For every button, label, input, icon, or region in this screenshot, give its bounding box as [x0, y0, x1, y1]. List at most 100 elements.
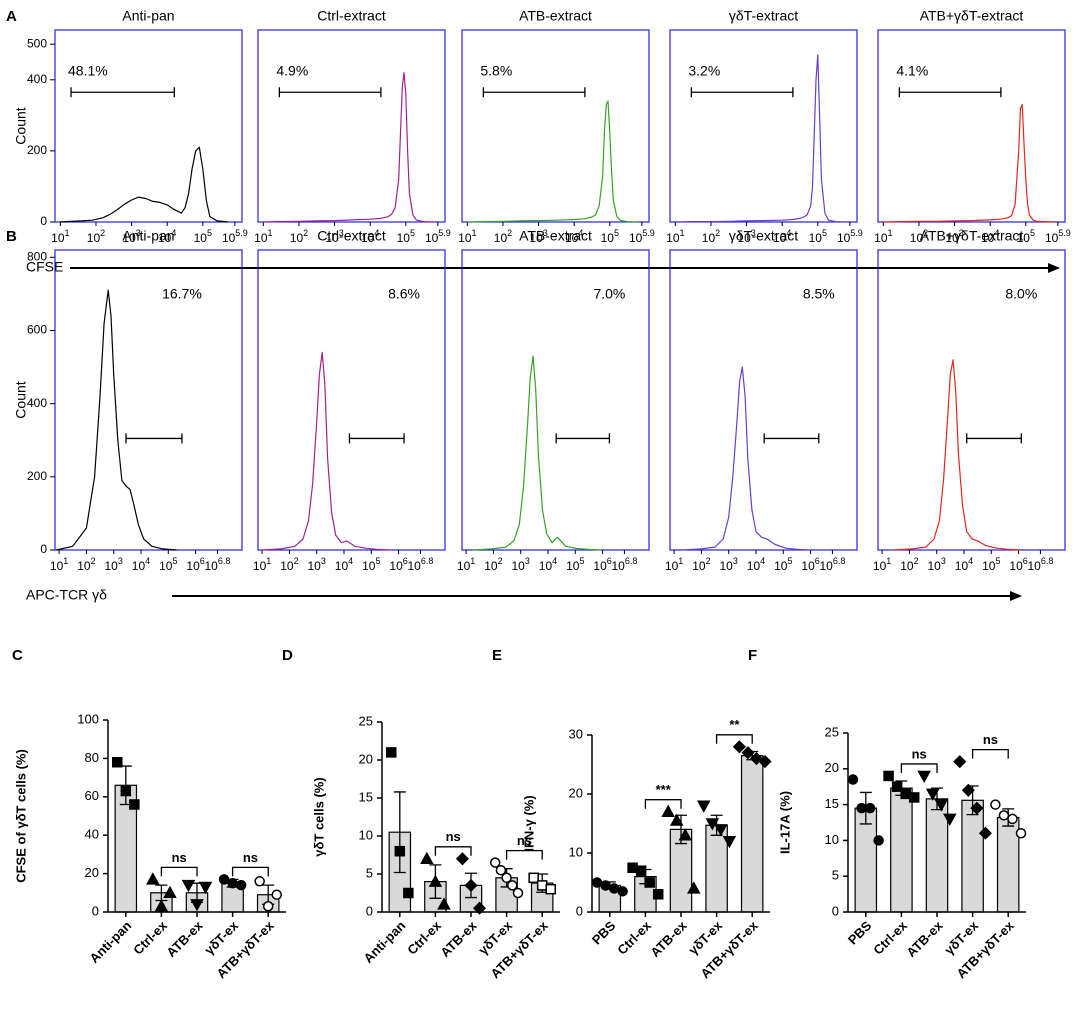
tick-exponent: 6.8: [833, 556, 846, 566]
y-axis-label: IFN-γ (%): [521, 795, 536, 851]
gate-percent: 8.5%: [803, 286, 835, 302]
histogram-line: [262, 351, 391, 551]
significance-bracket: [900, 763, 938, 773]
y-tick-label: 5: [366, 865, 373, 880]
x-tick-label: ATB-ex: [437, 917, 480, 960]
y-axis-label: Count: [13, 381, 29, 418]
tick-exponent: 6: [403, 556, 408, 566]
tick-exponent: 4: [552, 556, 557, 566]
tick-exponent: 6.8: [1041, 556, 1054, 566]
arrow-head: [1048, 263, 1060, 273]
data-point: [455, 852, 470, 866]
x-tick-label: 105: [194, 228, 212, 245]
data-point: [536, 880, 548, 891]
significance-bracket: [971, 748, 1009, 759]
data-point: [437, 897, 451, 910]
tick-exponent: 2: [914, 556, 919, 566]
tick-exponent: 1: [268, 228, 273, 238]
x-tick-label: 106.8: [611, 556, 637, 573]
x-tick-label: 106.8: [204, 556, 230, 573]
y-tick-label: 200: [27, 143, 47, 157]
y-tick-label: 10: [569, 844, 583, 859]
bar: [961, 799, 984, 913]
data-point: [687, 881, 701, 894]
tick-exponent: 5: [207, 228, 212, 238]
data-point: [678, 828, 693, 841]
x-tick-label: 103: [308, 556, 326, 573]
x-tick-label: 105: [397, 228, 415, 245]
data-point: [190, 899, 204, 912]
data-point: [908, 792, 920, 803]
tick-exponent: 2: [498, 556, 503, 566]
panel-title: ATB-extract: [519, 228, 592, 244]
y-tick-label: 15: [825, 796, 839, 811]
gate-bracket: [70, 87, 175, 98]
significance-bracket: [231, 866, 269, 877]
significance-label: **: [729, 717, 740, 732]
tick-exponent: 3: [959, 228, 964, 238]
tick-exponent: 2: [294, 556, 299, 566]
tick-exponent: 3: [339, 228, 344, 238]
data-point: [528, 872, 539, 884]
histogram-line: [883, 104, 1055, 223]
y-tick-label: 400: [27, 396, 47, 410]
gate-percent: 8.6%: [388, 286, 420, 302]
significance-bracket: [160, 866, 198, 877]
data-point: [856, 802, 867, 814]
x-tick-label: PBS: [589, 918, 619, 948]
data-point: [403, 887, 414, 899]
y-tick-label: 0: [366, 903, 373, 918]
data-point: [464, 878, 478, 892]
significance-label: ns: [912, 746, 927, 761]
tick-exponent: 1: [266, 556, 271, 566]
x-tick-label: PBS: [845, 918, 875, 948]
panel-title: Anti-pan: [122, 228, 174, 244]
histogram-line: [56, 289, 177, 551]
panel-title: ATB+γδT-extract: [920, 228, 1024, 244]
y-tick-label: 600: [27, 323, 47, 337]
plot-frame: [877, 249, 1066, 551]
y-tick-label: 800: [27, 249, 47, 263]
x-tick-label: 104: [132, 556, 150, 573]
plot-frame: [669, 249, 858, 551]
tick-exponent: 2: [100, 228, 105, 238]
data-point: [978, 826, 992, 840]
data-point: [714, 824, 728, 837]
x-tick-label: 105.9: [837, 228, 863, 245]
x-tick-label: Anti-pan: [360, 918, 408, 966]
x-tick-label: 101: [873, 556, 891, 573]
data-point: [254, 876, 265, 887]
x-tick-label: 102: [77, 556, 95, 573]
data-point: [705, 818, 720, 831]
y-tick-label: 100: [77, 711, 99, 726]
x-tick-label: 104: [747, 556, 765, 573]
tick-exponent: 5: [614, 228, 619, 238]
data-point: [934, 799, 949, 812]
tick-exponent: 4: [994, 228, 999, 238]
panel-letter: D: [282, 647, 293, 664]
gate-bracket: [278, 87, 382, 98]
tick-exponent: 6.8: [625, 556, 638, 566]
y-tick-label: 0: [40, 542, 47, 556]
x-tick-label: 101: [874, 228, 892, 245]
data-point: [661, 804, 675, 817]
data-point: [163, 885, 177, 899]
panel-title: Ctrl-extract: [317, 8, 386, 24]
plot-frame: [257, 29, 446, 223]
plot-frame: [54, 29, 243, 223]
y-tick-label: 25: [359, 713, 373, 728]
x-tick-label: 101: [50, 556, 68, 573]
panel-letter: B: [6, 228, 17, 245]
gate-bracket: [482, 87, 586, 98]
tick-exponent: 5.9: [642, 228, 655, 238]
tick-exponent: 5.9: [850, 228, 863, 238]
x-tick-label: 106.8: [819, 556, 845, 573]
data-point: [873, 835, 884, 846]
arrow-head: [1010, 591, 1022, 601]
tick-exponent: 5: [375, 556, 380, 566]
y-tick-label: 20: [85, 865, 99, 880]
tick-exponent: 1: [65, 228, 70, 238]
data-point: [420, 851, 434, 865]
x-tick-label: 106: [801, 556, 819, 573]
panel-letter: A: [6, 8, 17, 25]
